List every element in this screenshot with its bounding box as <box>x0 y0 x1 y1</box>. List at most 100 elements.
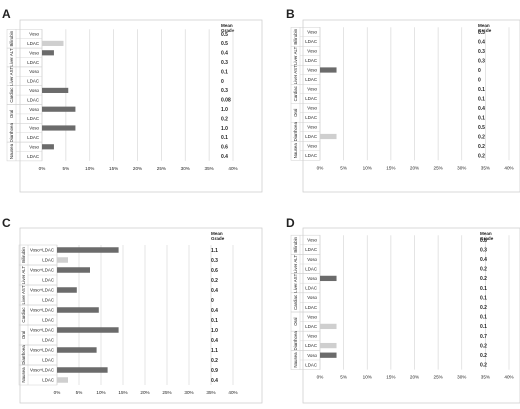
x-tick-label: 35% <box>481 165 490 170</box>
mean-grade-value: 0.8 <box>480 238 487 244</box>
mean-grade-value: 0.2 <box>478 134 485 140</box>
bar <box>320 67 337 73</box>
x-tick-label: 25% <box>162 390 171 395</box>
x-tick-label: 15% <box>109 166 118 171</box>
bar <box>57 257 68 263</box>
row-label: LDAC <box>305 39 317 44</box>
x-tick-label: 10% <box>85 166 94 171</box>
row-label: Voso <box>29 32 39 37</box>
row-label: LDAC <box>305 77 317 82</box>
mean-grade-header-line2: Grade <box>480 236 494 241</box>
x-tick-label: 30% <box>184 390 193 395</box>
group-label: Diarrhoea <box>293 122 298 142</box>
x-tick-label: 15% <box>118 390 127 395</box>
row-label: Voso <box>307 87 317 92</box>
mean-grade-value: 0 <box>211 298 214 304</box>
group-label: Liver ALT <box>293 255 298 274</box>
group-label: Liver AST <box>21 285 26 304</box>
row-label: LDAC <box>42 298 54 303</box>
mean-grade-header-line1: Mean <box>211 231 223 236</box>
row-label: LDAC <box>305 247 317 252</box>
group-label: Bilirubin <box>21 247 26 263</box>
mean-grade-value: 0.5 <box>221 41 228 47</box>
group-label: Liver AST <box>9 66 14 85</box>
bar <box>57 307 99 313</box>
row-label: Voso <box>29 126 39 131</box>
bar <box>320 323 337 330</box>
group-label: Nausea <box>293 143 298 159</box>
row-label: Voso <box>29 107 39 112</box>
mean-grade-value: 0.2 <box>478 153 485 159</box>
row-label: LDAC <box>305 305 317 310</box>
mean-grade-value: 0.2 <box>480 276 487 282</box>
row-label: Voso+LDAC <box>30 288 54 293</box>
x-tick-label: 25% <box>434 165 443 170</box>
x-tick-label: 0% <box>39 166 46 171</box>
mean-grade-value: 0.2 <box>211 358 218 364</box>
mean-grade-value: 0 <box>221 79 224 85</box>
mean-grade-value: 0.6 <box>221 145 228 151</box>
x-tick-label: 35% <box>205 166 214 171</box>
mean-grade-value: 1.0 <box>211 328 218 334</box>
group-label: Oral <box>293 317 298 325</box>
row-label: Voso+LDAC <box>30 328 54 333</box>
row-label: LDAC <box>27 60 39 65</box>
x-tick-label: 30% <box>181 166 190 171</box>
mean-grade-value: 0.3 <box>221 88 228 94</box>
row-label: Voso+LDAC <box>30 348 54 353</box>
row-label: Voso <box>307 238 317 243</box>
group-label: Cardiac <box>293 294 298 310</box>
group-label: Oral <box>293 109 298 117</box>
mean-grade-value: 0.2 <box>211 278 218 284</box>
mean-grade-header-line1: Mean <box>480 231 492 236</box>
row-label: Voso <box>307 30 317 35</box>
mean-grade-value: 0.1 <box>480 286 487 292</box>
group-label: Bilirubin <box>293 236 298 252</box>
group-label: Bilirubin <box>293 28 298 44</box>
x-tick-label: 35% <box>481 375 490 380</box>
row-label: LDAC <box>305 153 317 158</box>
x-tick-label: 10% <box>363 375 372 380</box>
bar <box>57 367 108 373</box>
x-tick-label: 5% <box>76 390 83 395</box>
mean-grade-header-line1: Mean <box>478 23 490 28</box>
row-label: Voso <box>29 69 39 74</box>
row-label: Voso <box>307 276 317 281</box>
row-label: Voso <box>307 125 317 130</box>
bar <box>42 87 69 93</box>
mean-grade-value: 0.9 <box>211 368 218 374</box>
panel-letter: D <box>286 216 295 230</box>
row-label: Voso <box>307 353 317 358</box>
mean-grade-header-line1: Mean <box>221 23 233 28</box>
row-label: LDAC <box>42 258 54 263</box>
row-label: Voso+LDAC <box>30 368 54 373</box>
group-label: Diarrhoea <box>21 345 26 365</box>
mean-grade-value: 0.4 <box>211 338 218 344</box>
group-label: Liver ALT <box>293 46 298 65</box>
row-label: LDAC <box>27 154 39 159</box>
panel-letter: B <box>286 7 295 21</box>
group-label: Bilirubin <box>9 30 14 46</box>
mean-grade-value: 0.2 <box>480 363 487 369</box>
mean-grade-value: 0 <box>478 68 481 74</box>
bar <box>42 106 76 112</box>
mean-grade-value: 0.1 <box>478 115 485 121</box>
mean-grade-value: 0.2 <box>478 144 485 150</box>
bar <box>57 267 90 273</box>
row-label: LDAC <box>305 58 317 63</box>
group-label: Cardiac <box>9 87 14 103</box>
x-tick-label: 40% <box>228 390 237 395</box>
mean-grade-value: 0.4 <box>211 308 218 314</box>
bar <box>42 125 76 131</box>
x-tick-label: 15% <box>386 375 395 380</box>
row-label: LDAC <box>305 266 317 271</box>
mean-grade-value: 0.1 <box>480 324 487 330</box>
row-label: Voso <box>307 49 317 54</box>
mean-grade-value: 0.4 <box>478 106 485 112</box>
row-label: Voso <box>307 334 317 339</box>
bar <box>320 342 337 349</box>
group-label: Nausea <box>21 367 26 383</box>
